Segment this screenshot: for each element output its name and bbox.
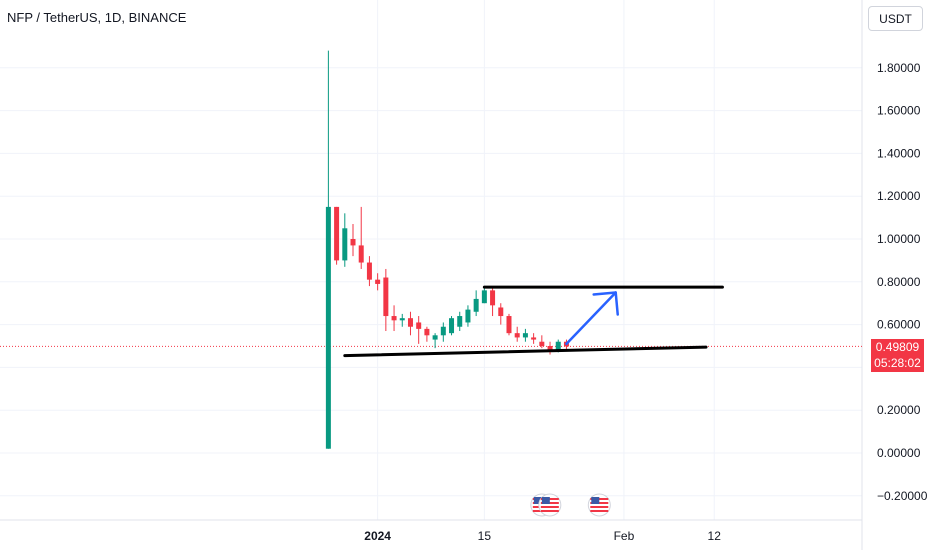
candle (399, 313, 405, 327)
candle-body (498, 307, 504, 317)
support-line (343, 345, 708, 358)
last-price-label: 0.49809 05:28:02 (871, 339, 924, 372)
y-tick-label: 0.00000 (877, 446, 921, 460)
projection-arrow (565, 291, 619, 346)
x-axis: 2024 15 Feb 12 (364, 529, 721, 543)
y-tick-label: 1.00000 (877, 232, 921, 246)
y-tick-label: 1.80000 (877, 61, 921, 75)
candle-body (424, 328, 430, 336)
candle (432, 333, 438, 349)
candle-body (531, 337, 537, 340)
candle-body (440, 326, 446, 336)
candle-body (547, 346, 553, 351)
candle-body (555, 341, 561, 351)
candle-body (449, 318, 455, 334)
candles (325, 50, 569, 449)
arrow-head (592, 291, 619, 316)
candle-body (383, 277, 389, 317)
y-tick-label: 0.60000 (877, 318, 921, 332)
candle-body (506, 316, 512, 334)
symbol-title: NFP / TetherUS, 1D, BINANCE (7, 10, 187, 25)
candle (350, 224, 356, 257)
arrow-shaft (565, 291, 617, 346)
flag-stripe (590, 510, 609, 512)
x-tick-label: 15 (478, 529, 492, 543)
candle (416, 316, 422, 344)
y-tick-label: 0.20000 (877, 403, 921, 417)
candle (539, 335, 545, 349)
candle-body (514, 333, 520, 338)
candle (547, 341, 553, 355)
candle (358, 206, 364, 269)
y-axis: −0.200000.000000.200000.400000.600000.80… (877, 61, 928, 503)
x-tick-label: 2024 (364, 529, 391, 543)
candle-body (416, 322, 422, 329)
y-tick-label: 1.60000 (877, 104, 921, 118)
candle (490, 286, 496, 317)
candle (325, 50, 331, 449)
flag-canton (591, 497, 600, 504)
candle-body (399, 318, 405, 321)
candle-body (481, 290, 487, 304)
flag-stripe (540, 510, 559, 512)
flag-stripe (590, 506, 609, 508)
candle (407, 311, 413, 336)
candle-body (358, 245, 364, 263)
candle-body (342, 228, 348, 261)
candle (465, 305, 471, 327)
candle-body (325, 206, 331, 449)
candle (473, 290, 479, 317)
us-flag-icon (538, 493, 562, 517)
candle-body (457, 316, 463, 327)
candle (481, 286, 487, 304)
bar-countdown: 05:28:02 (874, 356, 921, 370)
candle-body (391, 316, 397, 321)
y-tick-label: 1.20000 (877, 189, 921, 203)
x-tick-label: 12 (708, 529, 722, 543)
candle (440, 322, 446, 342)
candle-body (334, 206, 340, 261)
candle-body (490, 290, 496, 306)
grid (0, 0, 862, 520)
candle (334, 206, 340, 265)
candle (514, 326, 520, 342)
candle-body (350, 239, 356, 246)
candle-body (465, 309, 471, 323)
candle (531, 333, 537, 344)
candle-body (407, 318, 413, 327)
candle (522, 328, 528, 342)
candle (383, 268, 389, 332)
flag-canton (533, 497, 542, 504)
candle (391, 305, 397, 332)
y-tick-label: −0.20000 (877, 489, 928, 503)
y-tick-label: 1.40000 (877, 146, 921, 160)
candle (424, 326, 430, 342)
candle-body (366, 262, 372, 280)
candle-body (539, 341, 545, 346)
candle (449, 316, 455, 336)
candle (457, 311, 463, 332)
x-tick-label: Feb (614, 529, 635, 543)
candle-body (522, 333, 528, 338)
flag-canton (541, 497, 550, 504)
candle (342, 213, 348, 267)
candle (366, 256, 372, 287)
candle-body (473, 298, 479, 312)
y-tick-label: 0.80000 (877, 275, 921, 289)
last-price-value: 0.49809 (875, 340, 920, 354)
us-flag-icon (587, 493, 611, 517)
candle (498, 303, 504, 325)
candle (375, 273, 381, 291)
flag-stripe (540, 506, 559, 508)
currency-selector[interactable]: USDT (868, 6, 923, 31)
candle (506, 313, 512, 336)
candle-body (432, 335, 438, 340)
candle-body (375, 279, 381, 284)
event-markers (530, 493, 611, 517)
